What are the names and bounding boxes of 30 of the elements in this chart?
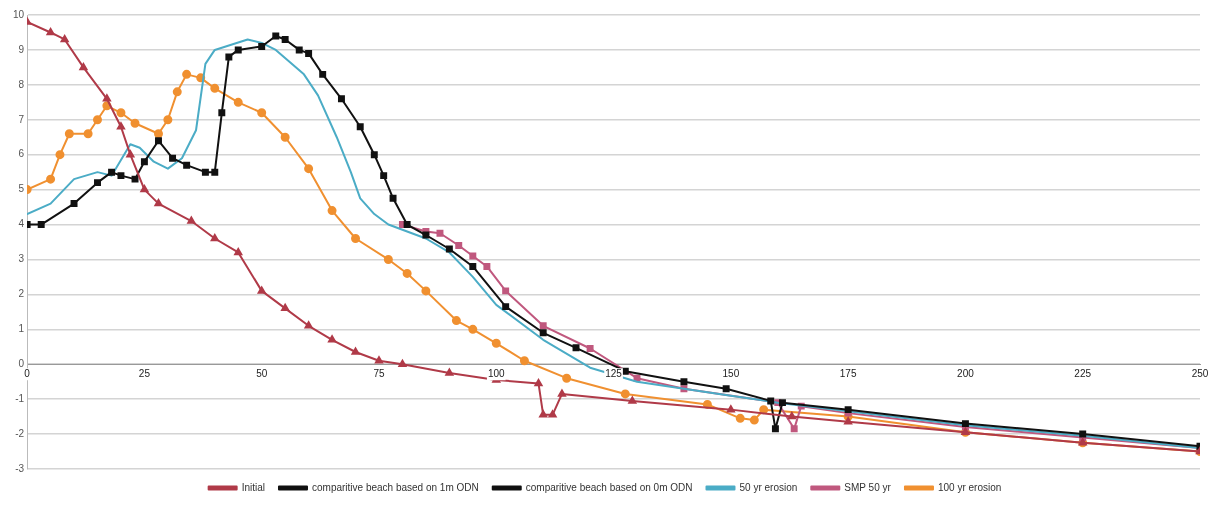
x-tick-label: 100	[487, 367, 506, 379]
x-tick-label: 225	[1074, 367, 1092, 379]
y-tick-label: 4	[18, 218, 25, 230]
x-tick-label: 200	[957, 367, 975, 379]
y-tick-label: -3	[15, 462, 25, 474]
y-tick-label: 8	[18, 78, 25, 90]
y-tick-label: -1	[15, 392, 25, 404]
y-tick-label: 9	[18, 43, 25, 55]
y-tick-label: 1	[18, 323, 25, 335]
y-tick-label: 6	[18, 148, 25, 160]
y-tick-label: 7	[18, 113, 25, 125]
legend-label: 50 yr erosion	[739, 481, 798, 493]
x-tick-label: 75	[373, 367, 385, 379]
legend-label: comparitive beach based on 0m ODN	[525, 481, 693, 493]
y-tick-label: 10	[13, 8, 25, 20]
legend-label: comparitive beach based on 1m ODN	[312, 481, 479, 493]
x-tick-label: 50	[256, 367, 268, 379]
y-tick-label: 0	[18, 357, 25, 369]
x-tick-label: 125	[605, 367, 623, 379]
x-tick-label: 175	[839, 367, 857, 379]
y-tick-label: 5	[18, 183, 25, 195]
x-tick-label: 25	[138, 367, 151, 379]
legend-label: SMP 50 yr	[844, 481, 892, 493]
x-tick-label: 150	[722, 367, 740, 379]
y-tick-label: -2	[15, 427, 25, 439]
legend-label: 100 yr erosion	[937, 481, 1002, 493]
y-tick-label: 2	[18, 288, 25, 300]
legend-label: Initial	[241, 481, 266, 493]
x-tick-label: 250	[1191, 367, 1209, 379]
y-tick-label: 3	[18, 253, 25, 265]
